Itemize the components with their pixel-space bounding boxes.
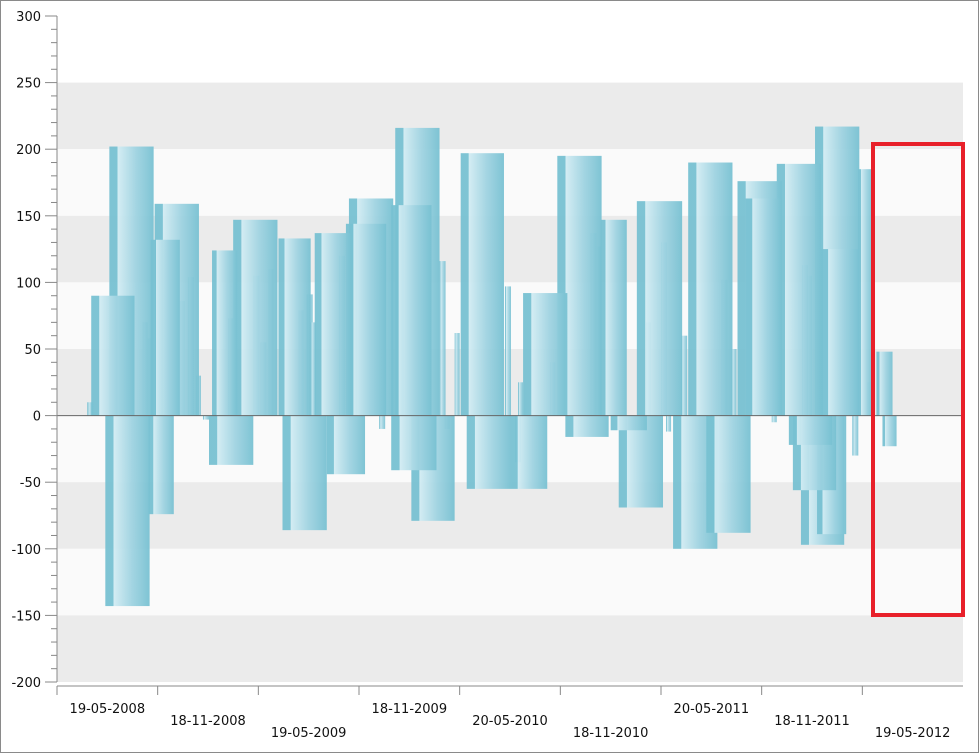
cylinder-bar	[278, 238, 311, 416]
cylinder-bar	[882, 415, 897, 447]
cylinder-bars	[91, 126, 897, 607]
y-tick-label: 50	[24, 343, 41, 358]
cylinder-bar	[610, 415, 647, 431]
cylinder-bar	[788, 415, 833, 445]
x-tick-label: 18-11-2008	[170, 714, 246, 729]
thin-bar	[87, 402, 94, 416]
cylinder-bar	[391, 205, 432, 416]
cylinder-bar	[233, 219, 278, 416]
cylinder-bar	[148, 415, 174, 515]
x-tick-label: 20-05-2010	[472, 714, 548, 729]
y-tick-label: -150	[11, 609, 41, 624]
x-tick-label: 19-05-2012	[875, 726, 951, 741]
cylinder-bar	[706, 415, 751, 533]
x-tick-label: 19-05-2009	[271, 726, 347, 741]
cylinder-bar	[282, 415, 327, 531]
grid-band	[57, 82, 963, 150]
cylinder-bar	[600, 219, 627, 416]
thin-bar	[504, 286, 512, 416]
cylinder-bar	[511, 415, 548, 489]
y-tick-label: 200	[16, 143, 41, 158]
cylinder-bar	[618, 415, 664, 508]
cylinder-bar	[876, 351, 893, 416]
cylinder-bar	[105, 415, 150, 607]
x-axis: 19-05-2008 18-11-2008 19-05-2009 18-11-2009…	[56, 685, 963, 741]
y-tick-label: 0	[33, 410, 41, 425]
x-tick-label: 18-11-2009	[372, 702, 448, 717]
y-tick-label: 250	[16, 77, 41, 92]
grid-band	[57, 615, 963, 682]
highlight-rectangle	[871, 142, 965, 617]
cylinder-bar	[314, 233, 351, 416]
y-tick-label: -200	[11, 676, 41, 691]
y-tick-label: 300	[16, 10, 41, 25]
cylinder-bar	[212, 250, 238, 416]
cylinder-bar	[326, 415, 366, 475]
x-tick-label: 20-05-2011	[674, 702, 750, 717]
thin-bar	[202, 415, 210, 420]
cylinder-bar	[745, 198, 782, 416]
cylinder-bar	[821, 249, 860, 416]
cylinder-bar	[91, 295, 135, 416]
thin-bar	[852, 415, 859, 456]
cylinder-bar	[858, 169, 873, 416]
cylinder-bar	[466, 415, 512, 489]
cylinder-bar	[565, 415, 609, 437]
cylinder-bar	[150, 239, 180, 416]
thin-bar	[731, 349, 737, 416]
thin-bar	[518, 382, 524, 416]
x-tick-label: 18-11-2011	[774, 714, 850, 729]
y-tick-label: -100	[11, 543, 41, 558]
y-tick-label: -50	[20, 476, 41, 491]
y-axis: 300 250 200 150 100 50 0 -50 -100 -150 -200	[11, 10, 58, 691]
grid-band	[57, 16, 963, 83]
cylinder-bar	[636, 201, 683, 416]
thin-bar	[310, 322, 316, 416]
cylinder-bar	[776, 163, 822, 416]
cylinder-bar	[688, 162, 733, 416]
grid-band	[57, 548, 963, 616]
cylinder-bar	[391, 415, 437, 471]
cylinder-bar	[523, 293, 568, 416]
thin-bar	[681, 335, 688, 416]
thin-bar	[454, 333, 460, 416]
thin-bar	[439, 261, 446, 416]
y-tick-label: 100	[16, 276, 41, 291]
cylinder-bar	[460, 153, 504, 416]
cylinder-bar	[345, 223, 387, 416]
x-tick-label: 18-11-2010	[573, 726, 649, 741]
y-tick-label: 150	[16, 210, 41, 225]
thin-bar	[666, 415, 672, 432]
cylinder-bar	[209, 415, 254, 465]
x-tick-label: 19-05-2008	[70, 702, 146, 717]
thin-bar	[379, 415, 386, 429]
thin-bar	[771, 415, 777, 423]
